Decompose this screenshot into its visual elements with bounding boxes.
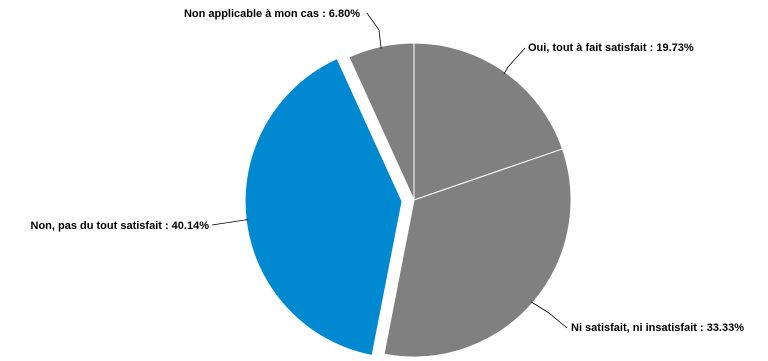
leader-line	[530, 301, 568, 329]
leader-line	[503, 47, 526, 75]
slice-label: Oui, tout à fait satisfait : 19.73%	[528, 42, 694, 54]
slice-label: Ni satisfait, ni insatisfait : 33.33%	[571, 322, 744, 334]
slice-label: Non, pas du tout satisfait : 40.14%	[31, 220, 210, 232]
leader-line	[211, 219, 249, 226]
slice-label: Non applicable à mon cas : 6.80%	[184, 8, 360, 20]
leader-line	[366, 12, 382, 49]
